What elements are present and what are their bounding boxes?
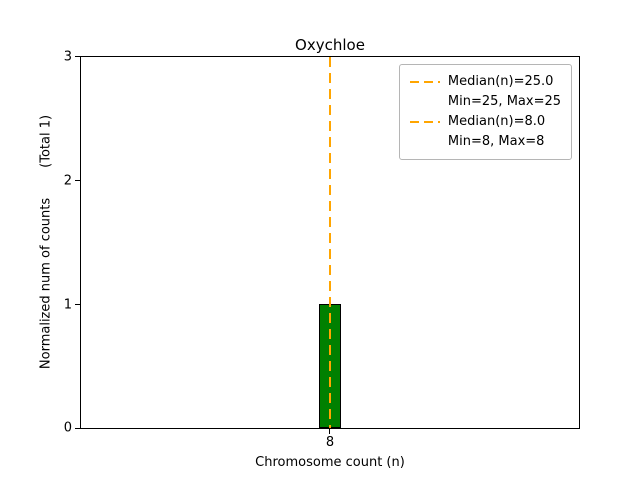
y-tick-label-1: 1 [63,297,72,313]
y-tick-label-2: 2 [63,173,72,189]
x-axis-label: Chromosome count (n) [255,455,405,470]
y-axis-label-text: Normalized num of counts [38,197,54,370]
y-axis-label-note: (Total 1) [38,114,54,168]
y-tick-label-3: 3 [63,49,72,65]
legend-entry-label: Median(n)=25.0 [447,74,554,89]
legend-entry: Median(n)=8.0 [409,112,561,132]
legend-entry-label: Median(n)=8.0 [447,114,546,129]
y-tick-mark [75,304,80,305]
legend-entry: Median(n)=25.0 [409,72,561,92]
legend-entry-sublabel: Min=25, Max=25 [447,94,561,109]
legend-line-sample [409,81,440,83]
legend-entry-sublabel: Min=8, Max=8 [447,134,545,149]
y-tick-mark [75,428,80,429]
y-tick-mark [75,180,80,181]
legend: Median(n)=25.0 Min=25, Max=25 Median(n)=… [398,64,572,160]
y-tick-label-0: 0 [63,420,72,436]
plot-area: Median(n)=25.0 Min=25, Max=25 Median(n)=… [80,56,580,429]
legend-line-sample [409,121,440,123]
y-axis-label: Normalized num of counts (Total 1) [39,115,54,369]
y-tick-mark [75,56,80,57]
x-tick-label-8: 8 [325,435,335,450]
x-tick-mark [329,429,330,434]
median-vline [329,57,331,428]
chart-title: Oxychloe [295,36,365,54]
